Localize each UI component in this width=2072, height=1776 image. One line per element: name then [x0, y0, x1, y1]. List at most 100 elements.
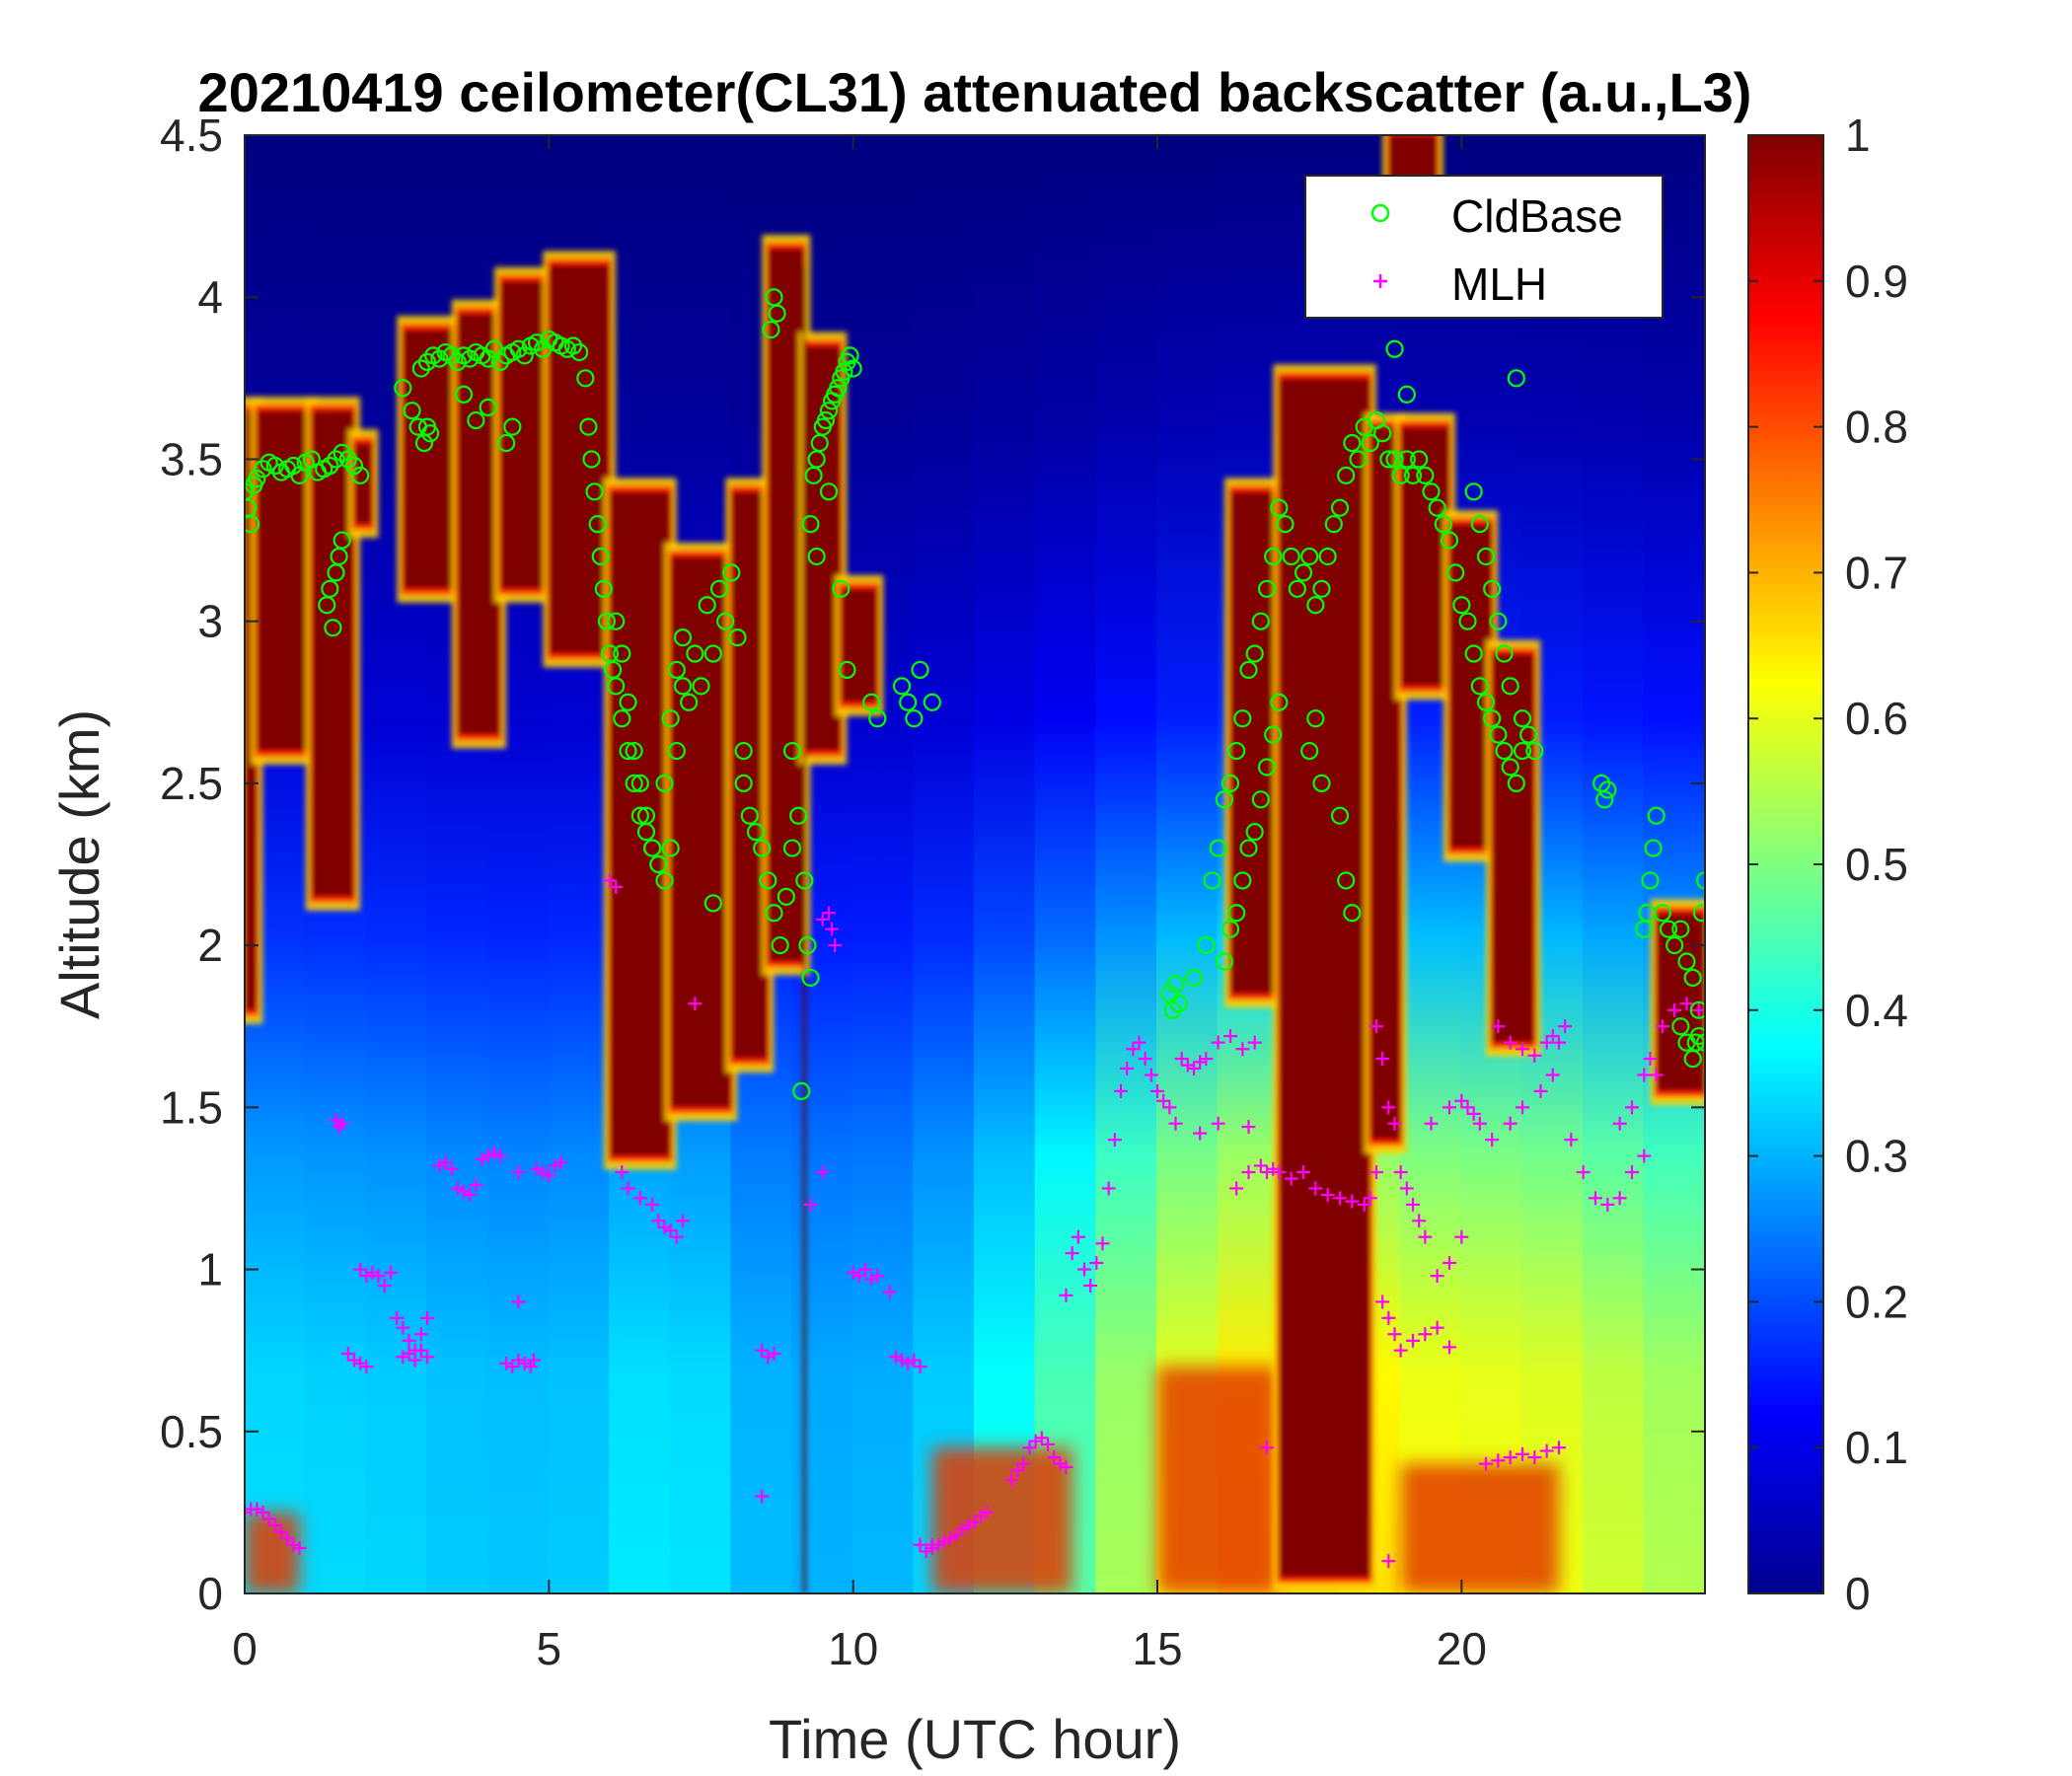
mlh-point	[1545, 1068, 1560, 1082]
mlh-point	[511, 1295, 526, 1309]
mlh-point	[913, 1360, 927, 1374]
cldbase-point	[613, 644, 631, 663]
surface-aerosol-layer	[1157, 1367, 1280, 1593]
cldbase-point	[1665, 936, 1684, 955]
cldbase-point	[832, 579, 851, 598]
mlh-point	[755, 1489, 770, 1504]
chart-title: 20210419 ceilometer(CL31) attenuated bac…	[198, 61, 1752, 123]
cldbase-point	[625, 741, 643, 761]
colorbar-tick-label: 0.4	[1845, 985, 1908, 1036]
cldbase-point	[1294, 563, 1313, 582]
mlh-point	[901, 1356, 916, 1370]
cldbase-point	[503, 417, 522, 436]
cldbase-point	[716, 612, 735, 630]
mlh-point	[1114, 1083, 1128, 1098]
mlh-point	[542, 1168, 556, 1183]
mlh-point	[438, 1155, 453, 1170]
cldbase-point	[509, 339, 528, 358]
cldbase-point	[1464, 482, 1483, 501]
cldbase-point	[1385, 339, 1404, 358]
mlh-point	[1387, 1116, 1402, 1131]
mlh-point	[1077, 1262, 1091, 1277]
mlh-point	[1333, 1191, 1347, 1206]
cldbase-point	[1306, 596, 1325, 615]
colorbar-tick-label: 0.5	[1845, 839, 1908, 890]
backscatter-column	[1399, 135, 1463, 1593]
mlh-point	[1491, 1019, 1506, 1034]
cldbase-point	[1470, 677, 1489, 696]
mlh-point	[1363, 1191, 1377, 1206]
cldbase-point	[619, 693, 637, 711]
cldbase-point	[680, 693, 699, 711]
cldbase-point	[649, 854, 668, 874]
cldbase-point	[905, 709, 924, 728]
mlh-point	[1545, 1029, 1560, 1044]
cldbase-point	[1440, 531, 1459, 550]
mlh-point	[1016, 1456, 1031, 1471]
mlh-point	[1443, 1100, 1456, 1115]
mlh-point	[1247, 1035, 1262, 1050]
colorbar-tick-label: 0.1	[1845, 1422, 1908, 1473]
cldbase-point	[782, 741, 802, 761]
y-tick-label: 1.5	[160, 1081, 223, 1133]
mlh-point	[1065, 1246, 1079, 1261]
cldbase-point	[585, 482, 604, 501]
cldbase-point	[338, 450, 357, 469]
colorbar-tick-label: 0.3	[1845, 1131, 1908, 1182]
cldbase-point	[835, 362, 853, 381]
mlh-point	[1156, 1093, 1171, 1108]
x-tick-label: 15	[1132, 1623, 1182, 1674]
mlh-point	[1059, 1459, 1073, 1474]
mlh-point	[1229, 1181, 1244, 1196]
cldbase-point	[1422, 482, 1441, 501]
mlh-point	[329, 1113, 343, 1128]
y-axis: 0 0.5 1 1.5 2 2.5 3 3.5 4 4.5	[160, 110, 1705, 1619]
mlh-point	[1211, 1035, 1225, 1050]
mlh-point	[815, 1165, 830, 1180]
cldbase-point	[351, 466, 370, 484]
x-tick-label: 10	[828, 1623, 878, 1674]
mlh-point	[463, 1188, 478, 1203]
mlh-point	[603, 873, 617, 888]
mlh-point	[846, 1265, 860, 1280]
x-tick-label: 0	[232, 1623, 258, 1674]
mlh-point	[1600, 1197, 1615, 1212]
y-tick-label: 2	[197, 920, 223, 971]
cldbase-point	[497, 433, 516, 453]
mlh-point	[1375, 1295, 1390, 1309]
cldbase-point	[768, 304, 786, 323]
mlh-point	[1071, 1229, 1085, 1244]
cldbase-point	[579, 417, 598, 436]
cldbase-point	[1169, 995, 1188, 1013]
cldbase-point	[728, 628, 747, 647]
mlh-point	[1144, 1068, 1158, 1082]
cldbase-point	[1689, 1000, 1705, 1019]
cldbase-point	[1483, 709, 1502, 728]
mlh-point	[1418, 1229, 1433, 1244]
cldbase-point	[265, 456, 284, 476]
surface-aerosol-layer	[1400, 1463, 1559, 1593]
mlh-point	[1516, 1042, 1529, 1057]
mlh-point	[1491, 1453, 1506, 1468]
mlh-point	[888, 1350, 903, 1365]
mlh-point	[292, 1541, 307, 1556]
cldbase-point	[1318, 547, 1337, 566]
cldbase-point	[1489, 612, 1508, 630]
cldbase-point	[1349, 450, 1368, 469]
cldbase-point	[594, 579, 613, 598]
cldbase-point	[1507, 774, 1525, 792]
mlh-point	[615, 1165, 629, 1180]
cldbase-point	[1695, 1033, 1705, 1052]
mlh-point	[1381, 1100, 1396, 1115]
mlh-point	[1472, 1116, 1487, 1131]
mlh-point	[377, 1278, 392, 1293]
cloud-layer	[403, 330, 458, 589]
mlh-point	[1101, 1181, 1116, 1196]
mlh-point	[256, 1505, 270, 1519]
mlh-point	[1369, 1019, 1383, 1034]
cldbase-point	[1343, 904, 1362, 923]
mlh-point	[919, 1544, 933, 1559]
mlh-point	[1430, 1269, 1444, 1284]
mlh-point	[761, 1350, 776, 1365]
